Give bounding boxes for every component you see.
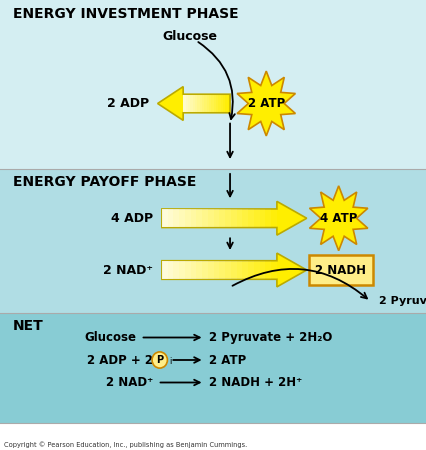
Polygon shape bbox=[191, 209, 196, 227]
Polygon shape bbox=[186, 94, 188, 112]
Polygon shape bbox=[190, 94, 193, 112]
Polygon shape bbox=[310, 186, 368, 251]
Polygon shape bbox=[162, 209, 168, 227]
Polygon shape bbox=[208, 209, 213, 227]
Polygon shape bbox=[207, 94, 209, 112]
Polygon shape bbox=[248, 209, 254, 227]
Text: NET: NET bbox=[13, 320, 43, 333]
Polygon shape bbox=[254, 209, 260, 227]
Text: 4 ATP: 4 ATP bbox=[320, 212, 357, 225]
Polygon shape bbox=[248, 261, 254, 279]
Polygon shape bbox=[231, 261, 236, 279]
Polygon shape bbox=[221, 94, 223, 112]
Polygon shape bbox=[231, 209, 236, 227]
Polygon shape bbox=[197, 94, 199, 112]
Polygon shape bbox=[225, 209, 231, 227]
Polygon shape bbox=[202, 261, 208, 279]
Text: 2 NADH: 2 NADH bbox=[315, 264, 366, 276]
Polygon shape bbox=[242, 261, 248, 279]
Polygon shape bbox=[236, 209, 242, 227]
Polygon shape bbox=[179, 261, 185, 279]
Polygon shape bbox=[196, 261, 202, 279]
Polygon shape bbox=[219, 209, 225, 227]
Text: 2 Pyruvate + 2H₂O: 2 Pyruvate + 2H₂O bbox=[209, 331, 332, 344]
Polygon shape bbox=[237, 71, 295, 136]
Polygon shape bbox=[219, 94, 221, 112]
Text: 2 NAD⁺: 2 NAD⁺ bbox=[104, 264, 153, 276]
Polygon shape bbox=[162, 261, 168, 279]
Polygon shape bbox=[173, 209, 179, 227]
Polygon shape bbox=[199, 94, 202, 112]
Polygon shape bbox=[236, 261, 242, 279]
Text: ENERGY INVESTMENT PHASE: ENERGY INVESTMENT PHASE bbox=[13, 7, 239, 21]
Polygon shape bbox=[265, 261, 271, 279]
Bar bbox=[0, 313, 426, 423]
Text: 2 ATP: 2 ATP bbox=[248, 97, 285, 110]
Polygon shape bbox=[204, 94, 207, 112]
Polygon shape bbox=[183, 94, 186, 112]
Text: P: P bbox=[156, 355, 163, 365]
Text: i: i bbox=[170, 357, 172, 366]
Polygon shape bbox=[188, 94, 190, 112]
Polygon shape bbox=[162, 202, 307, 235]
Polygon shape bbox=[191, 261, 196, 279]
Polygon shape bbox=[179, 209, 185, 227]
Polygon shape bbox=[214, 94, 216, 112]
Polygon shape bbox=[168, 261, 173, 279]
Text: 2 ADP: 2 ADP bbox=[107, 97, 149, 110]
Polygon shape bbox=[195, 94, 197, 112]
Bar bbox=[0, 0, 426, 169]
Polygon shape bbox=[213, 261, 219, 279]
Text: 2 NAD⁺: 2 NAD⁺ bbox=[106, 376, 153, 389]
Polygon shape bbox=[225, 261, 231, 279]
Text: 2 Pyruvate: 2 Pyruvate bbox=[379, 297, 426, 306]
Polygon shape bbox=[185, 261, 191, 279]
Polygon shape bbox=[185, 209, 191, 227]
Polygon shape bbox=[211, 94, 214, 112]
Text: 4 ADP: 4 ADP bbox=[111, 212, 153, 225]
Polygon shape bbox=[196, 209, 202, 227]
Polygon shape bbox=[219, 261, 225, 279]
Polygon shape bbox=[216, 94, 219, 112]
Polygon shape bbox=[208, 261, 213, 279]
Text: 2 ATP: 2 ATP bbox=[209, 354, 246, 366]
Text: ENERGY PAYOFF PHASE: ENERGY PAYOFF PHASE bbox=[13, 176, 196, 189]
Text: Glucose: Glucose bbox=[84, 331, 136, 344]
Polygon shape bbox=[168, 209, 173, 227]
Polygon shape bbox=[158, 86, 230, 120]
Text: 2 ADP + 2: 2 ADP + 2 bbox=[87, 354, 153, 366]
Polygon shape bbox=[202, 94, 204, 112]
Circle shape bbox=[152, 352, 167, 368]
FancyBboxPatch shape bbox=[309, 256, 373, 285]
Polygon shape bbox=[242, 209, 248, 227]
Bar bbox=[0, 423, 426, 450]
Polygon shape bbox=[162, 253, 307, 287]
Polygon shape bbox=[209, 94, 211, 112]
Text: Copyright © Pearson Education, Inc., publishing as Benjamin Cummings.: Copyright © Pearson Education, Inc., pub… bbox=[4, 441, 248, 448]
Polygon shape bbox=[223, 94, 225, 112]
Bar bbox=[0, 169, 426, 313]
Polygon shape bbox=[193, 94, 195, 112]
Polygon shape bbox=[202, 209, 208, 227]
Text: 2 NADH + 2H⁺: 2 NADH + 2H⁺ bbox=[209, 376, 302, 389]
Polygon shape bbox=[254, 261, 260, 279]
Polygon shape bbox=[260, 209, 265, 227]
Polygon shape bbox=[260, 261, 265, 279]
Text: Glucose: Glucose bbox=[162, 30, 217, 42]
Polygon shape bbox=[173, 261, 179, 279]
Polygon shape bbox=[265, 209, 271, 227]
Polygon shape bbox=[213, 209, 219, 227]
